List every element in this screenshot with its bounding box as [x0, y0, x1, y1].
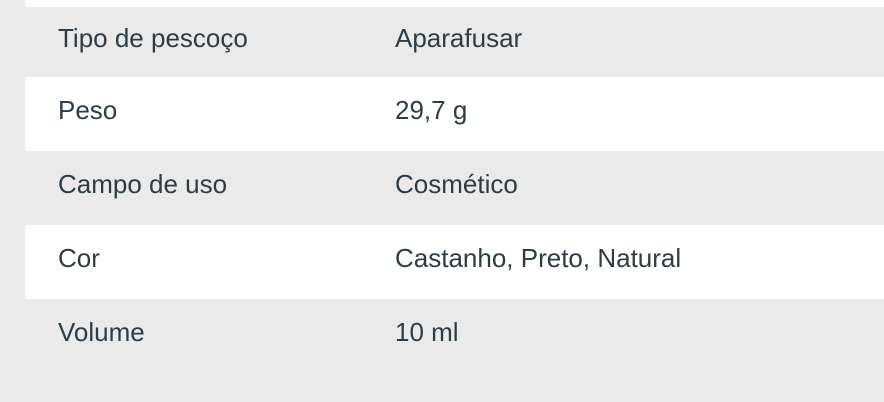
spec-label: Volume	[58, 317, 145, 348]
spec-value: Castanho, Preto, Natural	[395, 243, 682, 274]
table-row: Volume 10 ml	[25, 299, 884, 373]
product-spec-table: Tipo de pescoço Aparafusar Peso 29,7 g C…	[25, 0, 884, 373]
spec-label: Cor	[58, 243, 100, 274]
spec-label: Tipo de pescoço	[58, 23, 248, 54]
table-row: Peso 29,7 g	[25, 77, 884, 151]
spec-label: Campo de uso	[58, 169, 228, 200]
table-row: Campo de uso Cosmético	[25, 151, 884, 225]
spec-value: 10 ml	[395, 317, 459, 348]
table-row: Tipo de pescoço Aparafusar	[25, 7, 884, 77]
table-row-partial-top	[25, 0, 884, 7]
spec-value: Aparafusar	[395, 23, 523, 54]
spec-value: Cosmético	[395, 169, 518, 200]
spec-label: Peso	[58, 95, 118, 126]
table-row: Cor Castanho, Preto, Natural	[25, 225, 884, 299]
spec-value: 29,7 g	[395, 95, 468, 126]
